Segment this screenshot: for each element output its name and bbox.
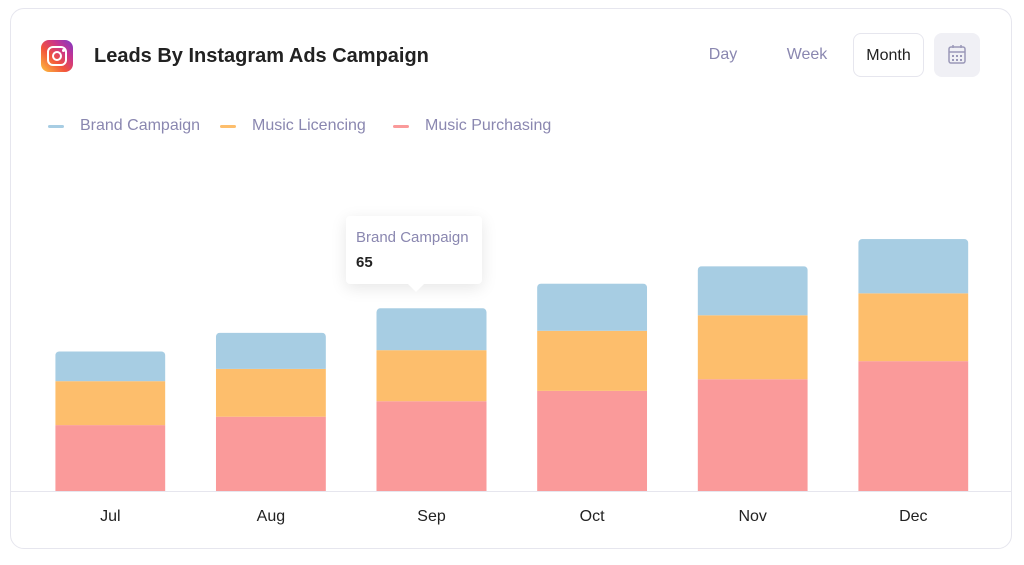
bar-music-licencing-jul[interactable] (55, 381, 166, 426)
bar-music-licencing-oct[interactable] (537, 330, 648, 391)
tooltip-label: Brand Campaign (356, 229, 469, 246)
x-tick-label: Aug (257, 508, 285, 525)
bar-music-purchasing-oct[interactable] (537, 390, 648, 491)
bar-music-licencing-aug[interactable] (215, 368, 326, 417)
calendar-icon (948, 45, 966, 64)
legend-swatch (220, 124, 236, 128)
legend-music-purchasing[interactable]: Music Purchasing (393, 117, 551, 135)
tab-month[interactable]: Month (853, 33, 924, 77)
legend-label: Music Purchasing (425, 117, 552, 134)
legend-swatch (393, 124, 409, 128)
calendar-button[interactable] (934, 33, 980, 77)
legend-label: Music Licencing (252, 117, 366, 134)
legend-brand-campaign[interactable]: Brand Campaign (48, 117, 200, 135)
tooltip-value: 65 (356, 254, 373, 271)
bar-brand-campaign-dec[interactable] (858, 239, 969, 294)
chart-card (10, 8, 1012, 549)
chart-title: Leads By Instagram Ads Campaign (94, 45, 429, 67)
bar-brand-campaign-nov[interactable] (697, 266, 808, 316)
legend-music-licencing[interactable]: Music Licencing (220, 117, 366, 135)
bar-brand-campaign-oct[interactable] (537, 283, 648, 331)
legend-label: Brand Campaign (80, 117, 201, 134)
legend-swatch (48, 124, 64, 128)
tab-day[interactable]: Day (708, 46, 738, 63)
x-tick-label: Dec (899, 508, 927, 525)
bar-music-purchasing-dec[interactable] (858, 361, 969, 491)
x-tick-label: Nov (738, 508, 766, 525)
bar-music-licencing-sep[interactable] (376, 350, 487, 402)
tab-week[interactable]: Week (786, 46, 828, 63)
instagram-logo-icon (41, 40, 73, 72)
x-tick-label: Sep (417, 508, 446, 525)
x-tick-label: Jul (100, 508, 120, 525)
bar-brand-campaign-jul[interactable] (55, 351, 166, 382)
x-tick-label: Oct (580, 508, 605, 525)
bar-music-purchasing-jul[interactable] (55, 425, 166, 491)
bar-music-licencing-dec[interactable] (858, 293, 969, 362)
bar-music-purchasing-sep[interactable] (376, 401, 487, 491)
bar-music-licencing-nov[interactable] (697, 315, 808, 380)
bar-brand-campaign-aug[interactable] (215, 332, 326, 369)
bar-music-purchasing-nov[interactable] (697, 379, 808, 491)
bar-music-purchasing-aug[interactable] (215, 416, 326, 491)
bar-brand-campaign-sep[interactable] (376, 308, 487, 351)
tooltip: Brand Campaign 65 (346, 216, 482, 292)
